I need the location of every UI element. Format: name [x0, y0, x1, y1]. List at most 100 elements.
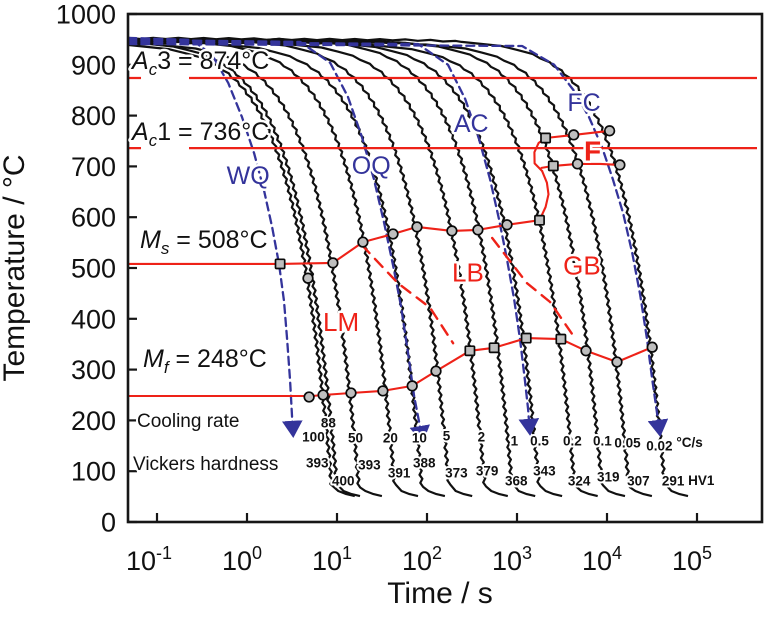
region-label-F: F — [584, 136, 601, 167]
label-Ac3: Ac3 = 874°C — [130, 47, 269, 79]
cooling-curve-20 — [127, 38, 419, 498]
transformation-start-line — [127, 219, 541, 265]
start-marker — [501, 219, 513, 231]
x-tick-label: 104 — [582, 543, 622, 576]
x-axis-title: Time / s — [387, 577, 493, 610]
region-label-GB: GB — [563, 250, 601, 280]
finish-marker — [611, 356, 623, 368]
x-tick-label: 10-1 — [126, 543, 172, 576]
start-marker — [411, 221, 423, 233]
rate-label-2: 2 — [478, 430, 486, 445]
rate-unit-label: °C/s — [676, 435, 702, 450]
x-tick-label: 105 — [672, 543, 712, 576]
finish-marker — [488, 342, 500, 354]
region-label-AC: AC — [454, 110, 489, 138]
critical-temperature-lines-group — [128, 76, 757, 150]
ferrite-marker — [568, 129, 580, 141]
ferrite-marker — [547, 160, 559, 172]
x-tick-label: 103 — [492, 543, 532, 576]
ferrite-marker — [571, 158, 584, 170]
region-label-LM: LM — [323, 307, 359, 337]
hardness-unit-label: HV1 — [688, 473, 715, 488]
y-tick-label: 300 — [71, 355, 116, 385]
finish-marker — [555, 333, 567, 345]
hardness-label-379: 379 — [476, 464, 499, 479]
region-label-LB: LB — [452, 257, 484, 287]
region-label-FC: FC — [567, 89, 600, 117]
finish-marker — [345, 387, 357, 399]
rate-label-10: 10 — [412, 431, 427, 446]
y-tick-label: 100 — [71, 457, 116, 487]
rate-label-100: 100 — [302, 430, 325, 445]
finish-marker — [303, 391, 315, 403]
hardness-label-291: 291 — [662, 474, 685, 489]
y-tick-label: 900 — [71, 50, 116, 80]
cooling-curve-0.5 — [127, 38, 563, 498]
rate-label-1: 1 — [511, 434, 519, 449]
start-marker — [446, 225, 458, 237]
phase-boundary-dashed-group — [360, 236, 577, 345]
finish-marker — [580, 345, 592, 357]
finish-marker — [406, 380, 418, 392]
cooling-curve-1 — [127, 36, 536, 498]
hardness-label-343: 343 — [533, 464, 556, 479]
start-marker — [357, 236, 369, 248]
cooling-curve-2 — [127, 39, 509, 498]
hardness-label-391: 391 — [388, 466, 411, 481]
finish-marker — [464, 345, 476, 357]
start-marker — [327, 257, 339, 269]
region-label-OQ: OQ — [352, 152, 391, 180]
hardness-label-393: 393 — [306, 456, 329, 471]
hardness-label-373: 373 — [445, 466, 468, 481]
label-Ac1: Ac1 = 736°C — [130, 118, 269, 150]
y-tick-label: 0 — [101, 508, 116, 538]
start-marker — [302, 272, 314, 284]
finish-marker — [377, 385, 389, 397]
y-tick-label: 600 — [71, 203, 116, 233]
ferrite-marker — [540, 132, 552, 144]
start-marker — [387, 228, 399, 240]
hardness-label-324: 324 — [568, 474, 591, 489]
rate-label-50: 50 — [348, 431, 363, 446]
phase-boundary-dashed-2 — [491, 236, 577, 340]
x-tick-label: 102 — [402, 543, 442, 576]
hardness-label-319: 319 — [597, 470, 620, 485]
phase-boundary-dashed-1 — [360, 243, 455, 345]
rate-label-5: 5 — [443, 429, 451, 444]
reference-path-FC — [127, 42, 669, 438]
rate-label-0.2: 0.2 — [563, 434, 582, 449]
start-marker — [274, 258, 286, 270]
y-tick-label: 800 — [71, 101, 116, 131]
region-label-WQ: WQ — [227, 162, 270, 190]
rate-label-0.1: 0.1 — [593, 434, 612, 449]
y-axis-title: Temperature / °C — [0, 154, 31, 381]
cooling-curve-5 — [127, 37, 473, 498]
cooling-curve-88 — [127, 40, 361, 498]
start-marker — [472, 224, 484, 236]
cooling-curve-0.02 — [127, 37, 689, 498]
label-Mf: Mf = 248°C — [143, 345, 267, 377]
reference-path-WQ — [127, 36, 303, 439]
finish-marker — [317, 389, 329, 401]
y-tick-label: 400 — [71, 304, 116, 334]
rate-label-88: 88 — [321, 416, 337, 431]
transformation-connector — [538, 169, 550, 222]
hardness-label-393: 393 — [358, 458, 381, 473]
transformation-markers-group — [274, 125, 658, 403]
rate-label-0.02: 0.02 — [646, 439, 672, 454]
y-tick-label: 1000 — [56, 0, 116, 30]
finish-marker — [520, 332, 532, 344]
hardness-label-368: 368 — [505, 474, 528, 489]
hardness-label-400: 400 — [332, 474, 355, 489]
hardness-label-307: 307 — [627, 474, 650, 489]
reference-path-AC — [127, 40, 540, 437]
labels-group: Ac3 = 874°C Ac1 = 736°C Ms = 508°C Mf = 248… — [128, 45, 717, 491]
y-tick-label: 500 — [71, 254, 116, 284]
vickers-hardness-legend: Vickers hardness — [133, 454, 278, 475]
label-Ms: Ms = 508°C — [140, 226, 268, 258]
cooling-rate-legend: Cooling rate — [137, 411, 239, 432]
ferrite-marker — [614, 159, 626, 171]
rate-label-0.05: 0.05 — [614, 436, 641, 451]
